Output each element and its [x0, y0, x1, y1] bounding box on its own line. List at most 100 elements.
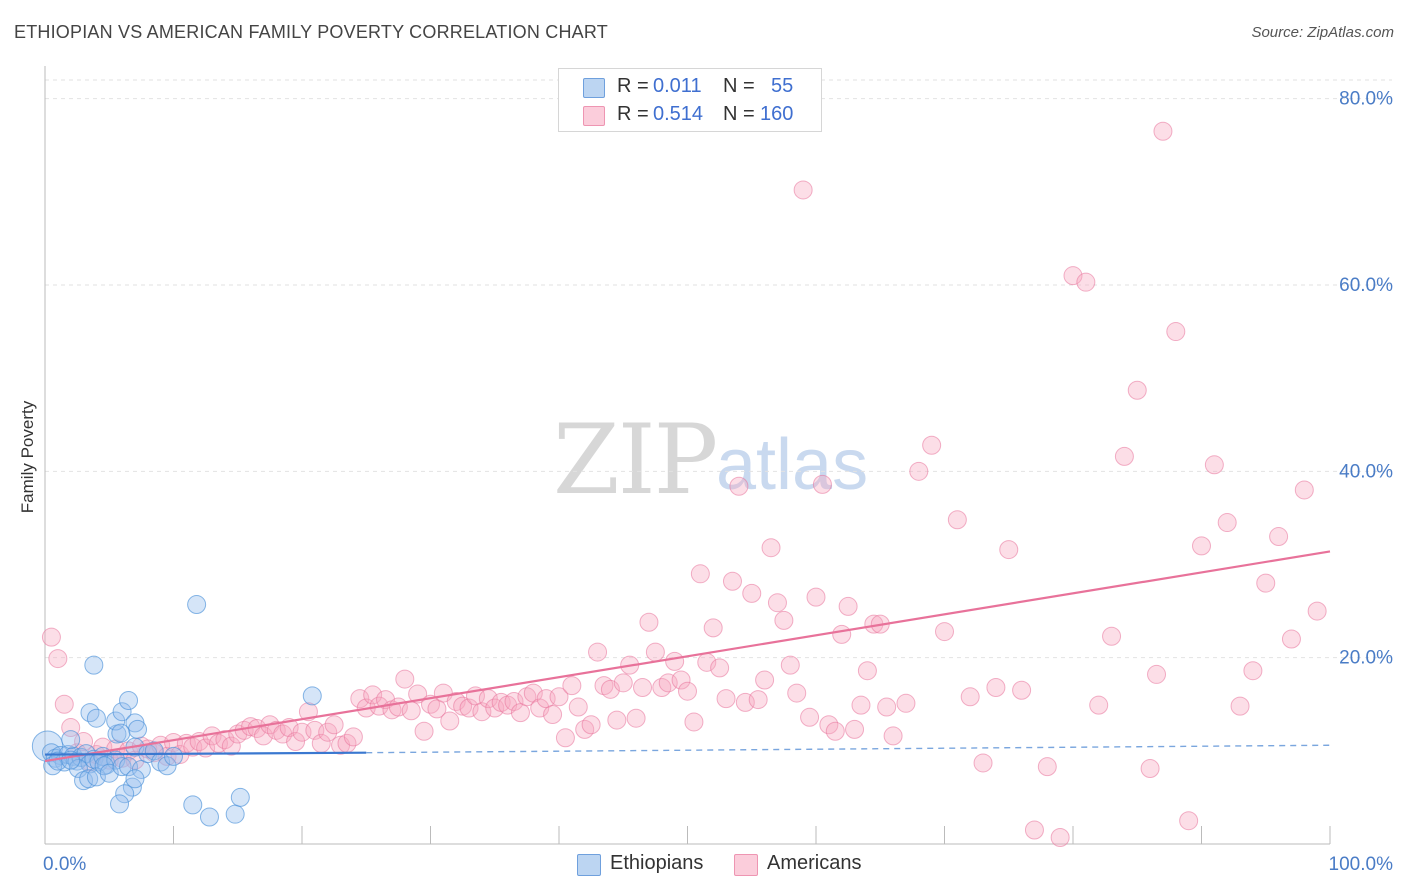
y-tick-label: 80.0%: [1339, 89, 1393, 110]
american-point: [883, 726, 903, 746]
american-point: [716, 689, 736, 709]
american-point: [812, 474, 832, 494]
american-point: [780, 655, 800, 675]
american-point: [1269, 527, 1289, 547]
american-point: [453, 696, 473, 716]
american-point: [1281, 629, 1301, 649]
american-point: [851, 695, 871, 715]
legend-r-value: 0.514: [653, 103, 704, 125]
american-point: [581, 715, 601, 735]
ethiopian-point: [125, 769, 145, 789]
american-point: [755, 670, 775, 690]
legend-swatch-blue: [583, 78, 605, 98]
legend-n-label: N =: [723, 75, 755, 97]
american-point: [729, 476, 749, 496]
american-point: [690, 564, 710, 584]
american-point: [909, 461, 929, 481]
american-point: [793, 180, 813, 200]
ethiopian-point: [183, 795, 203, 815]
american-point: [838, 596, 858, 616]
ethiopian-point: [187, 595, 207, 615]
american-point: [896, 693, 916, 713]
american-point: [1230, 696, 1250, 716]
ethiopian-point: [61, 730, 81, 750]
american-point: [414, 721, 434, 741]
american-point: [960, 687, 980, 707]
legend-n-value: 160: [760, 103, 794, 125]
american-point: [665, 651, 685, 671]
american-point: [1102, 626, 1122, 646]
american-point: [761, 538, 781, 558]
american-point: [1153, 121, 1173, 141]
american-point: [922, 435, 942, 455]
ethiopian-point: [230, 787, 250, 807]
american-point: [1192, 536, 1211, 556]
ethiopian-point: [111, 723, 131, 743]
ethiopian-point: [119, 691, 139, 711]
american-point: [1089, 695, 1109, 715]
american-point: [748, 690, 768, 710]
american-point: [253, 726, 273, 746]
bottom-legend: Ethiopians Americans: [0, 852, 1406, 878]
ethiopian-point: [86, 767, 106, 787]
american-point: [947, 510, 967, 530]
legend-row-americans: R = 0.514 N = 160: [559, 101, 821, 129]
american-point: [324, 715, 344, 735]
y-tick-label: 20.0%: [1339, 648, 1393, 669]
legend-r-value: 0.011: [653, 75, 702, 97]
american-point: [549, 687, 569, 707]
ethiopian-point: [225, 804, 245, 824]
ethiopian-point: [106, 711, 126, 731]
american-point: [877, 697, 897, 717]
american-point: [1307, 601, 1327, 621]
american-point: [703, 618, 723, 638]
american-point: [41, 627, 61, 647]
y-tick-label: 60.0%: [1339, 275, 1393, 296]
ethiopian-point: [115, 784, 135, 804]
american-point: [1140, 759, 1160, 779]
ethiopian-point: [157, 756, 177, 776]
x-tick-label-max: 100.0%: [1329, 854, 1394, 875]
american-point: [1147, 664, 1167, 684]
american-point: [440, 711, 460, 731]
american-point: [286, 732, 306, 752]
ethiopian-point: [84, 655, 104, 675]
legend-swatch-pink: [583, 106, 605, 126]
watermark-zip: ZIP: [553, 404, 718, 516]
american-point: [1037, 757, 1057, 777]
american-point: [54, 694, 74, 714]
ethiopian-point: [68, 759, 88, 779]
american-point: [999, 540, 1019, 560]
ethiopian-point: [110, 794, 130, 814]
american-point: [825, 721, 845, 741]
y-tick-label: 40.0%: [1339, 461, 1393, 482]
american-point: [1179, 811, 1199, 831]
american-point: [459, 698, 479, 718]
american-point: [517, 687, 537, 707]
american-point: [594, 676, 614, 696]
bottom-legend-swatch-americans: [734, 854, 758, 876]
american-point: [1024, 820, 1044, 840]
american-point: [48, 649, 68, 669]
legend-n-label: N =: [723, 103, 755, 125]
american-point: [1294, 480, 1314, 500]
legend-row-ethiopians: R = 0.011 N = 55: [559, 73, 821, 101]
american-point: [845, 719, 865, 739]
american-point: [401, 701, 421, 721]
ethiopian-point: [128, 719, 148, 739]
ethiopian-point: [144, 741, 164, 761]
american-point: [395, 669, 415, 689]
ethiopian-point: [112, 757, 132, 777]
american-point: [684, 712, 704, 732]
american-trend-line: [44, 550, 1331, 763]
chart-title: ETHIOPIAN VS AMERICAN FAMILY POVERTY COR…: [14, 22, 608, 42]
ethiopian-point: [86, 708, 106, 728]
american-point: [562, 676, 582, 696]
american-point: [1204, 455, 1224, 475]
x-tick-label-min: 0.0%: [43, 854, 86, 875]
american-point: [857, 661, 877, 681]
ethiopian-point: [164, 746, 183, 766]
american-point: [671, 670, 691, 690]
bottom-legend-swatch-ethiopians: [577, 854, 601, 876]
